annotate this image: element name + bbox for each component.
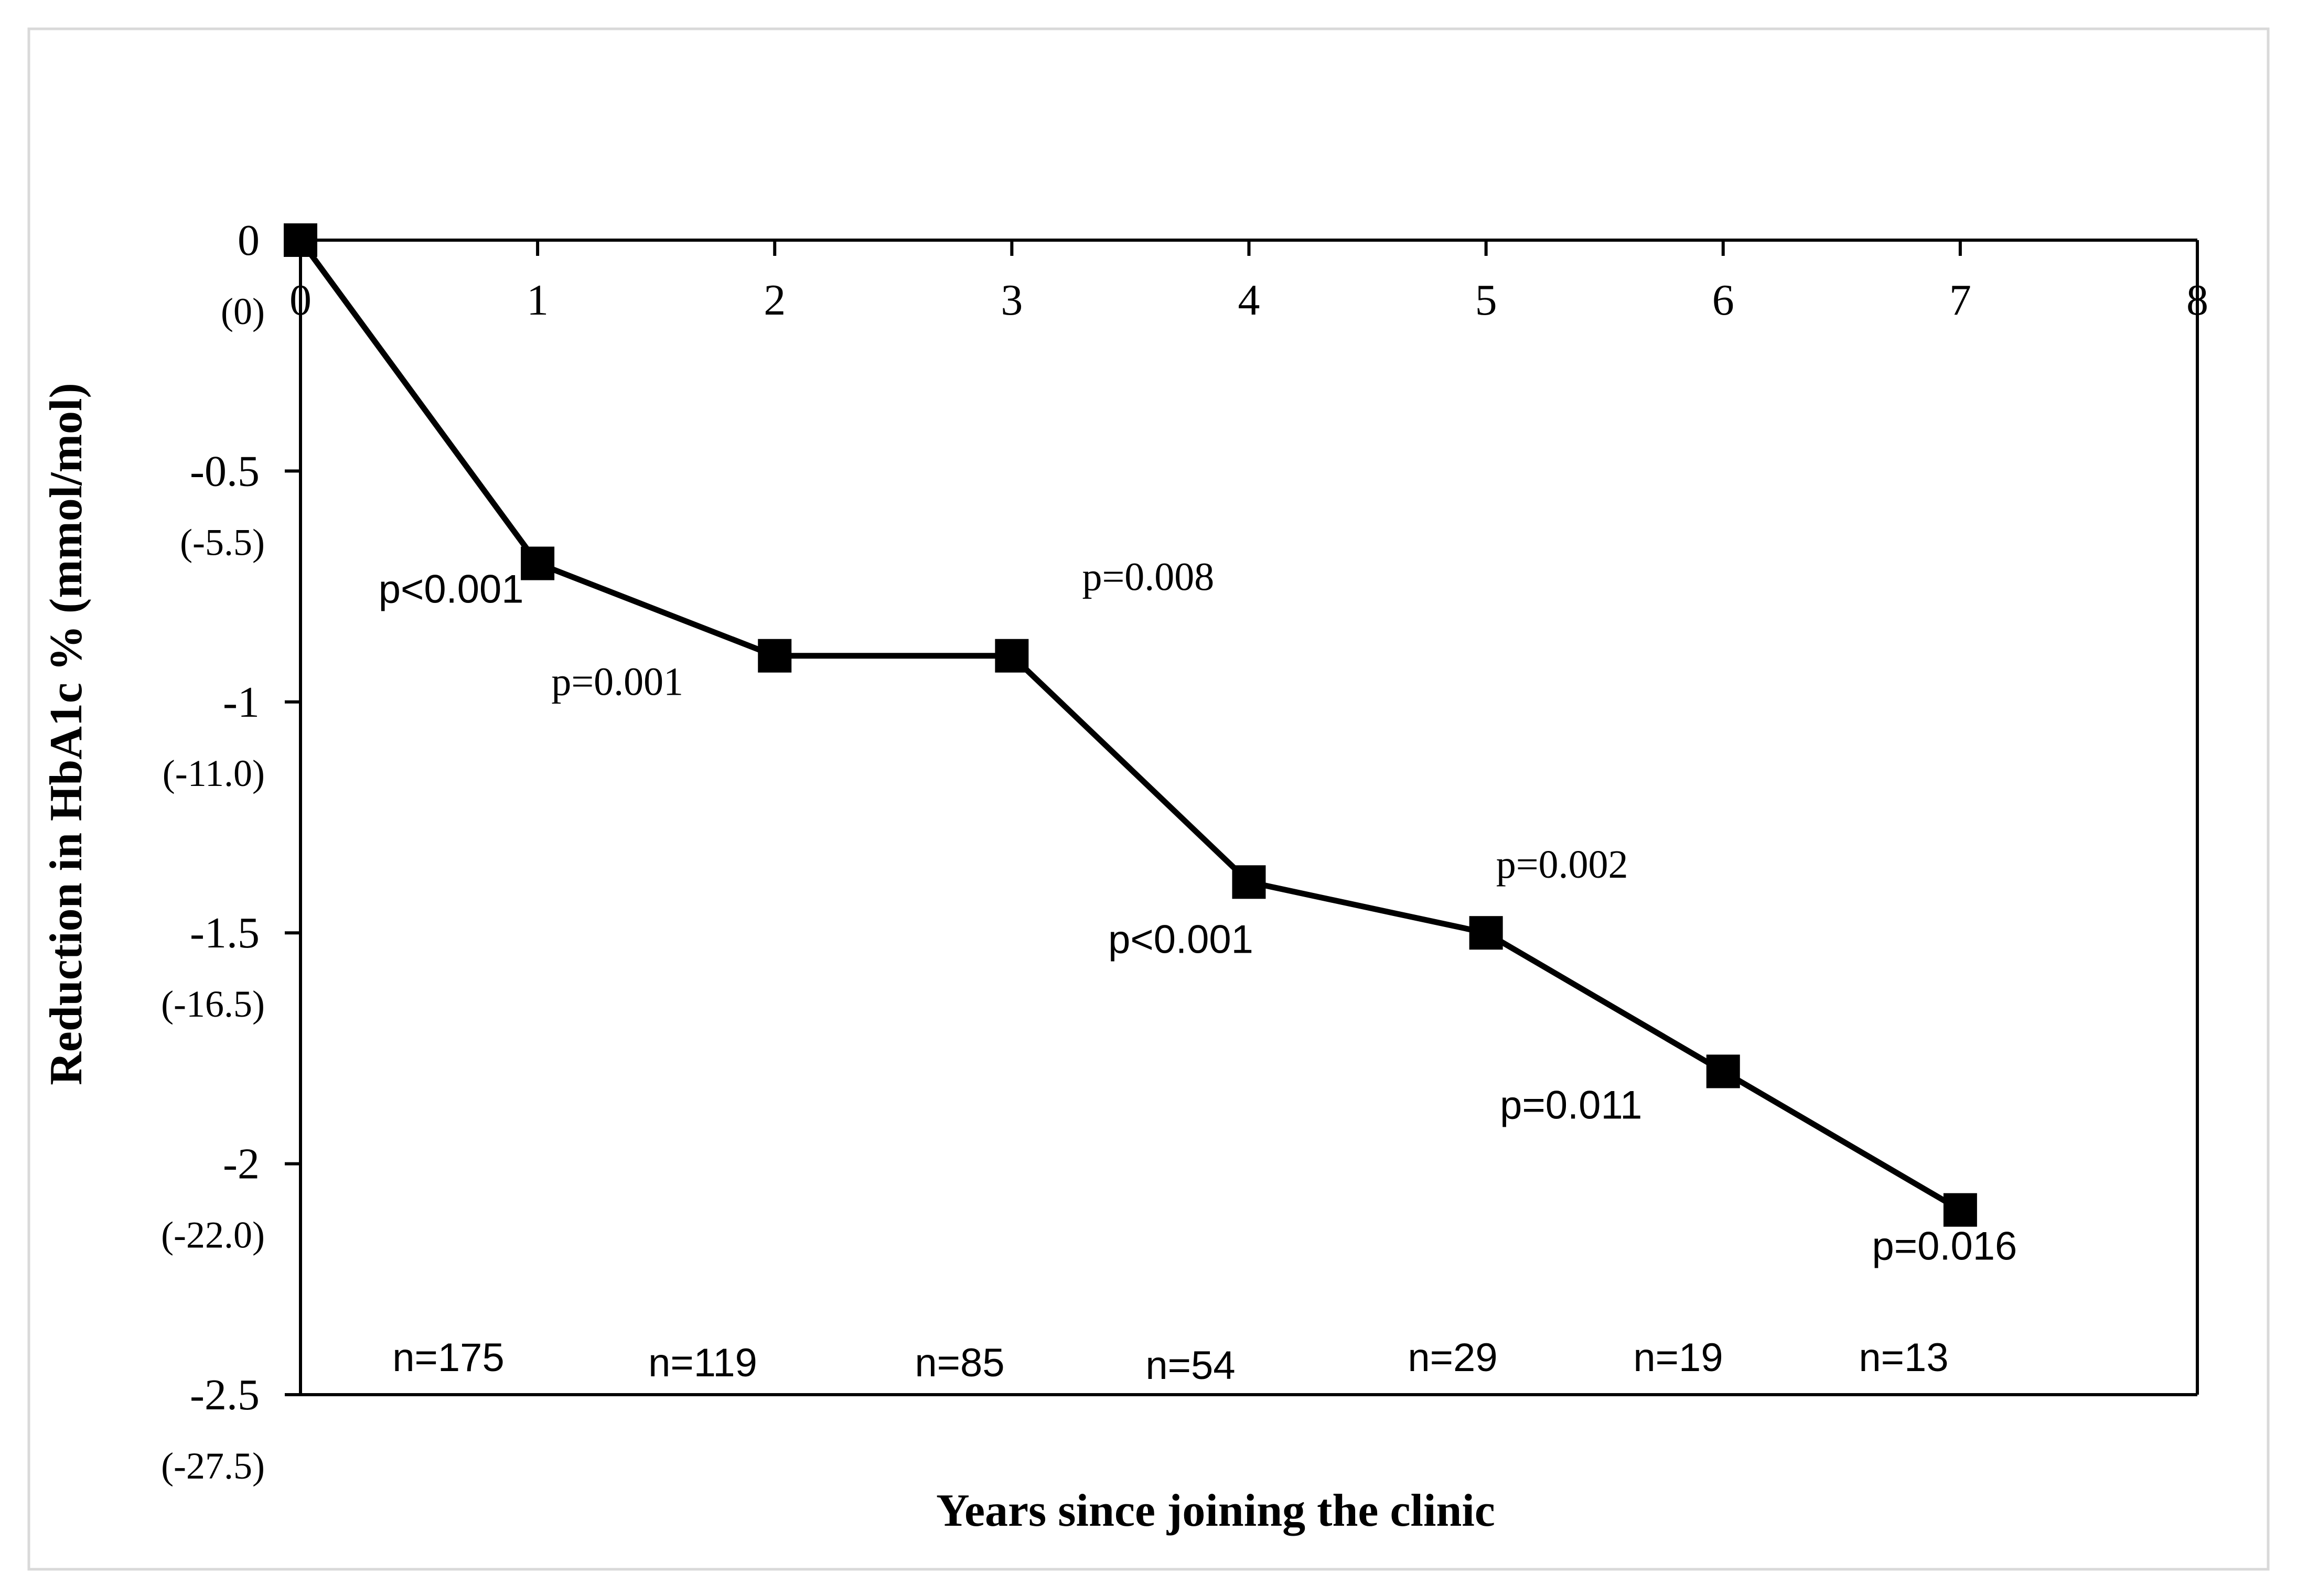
sample-size-label: n=175 bbox=[392, 1335, 504, 1380]
p-value-label: p=0.011 bbox=[1500, 1083, 1642, 1127]
y-tick-label: -0.5 bbox=[190, 447, 260, 495]
x-tick-label: 0 bbox=[289, 276, 312, 325]
p-value-label: p=0.016 bbox=[1872, 1224, 2017, 1269]
sample-size-label: n=29 bbox=[1408, 1335, 1497, 1380]
data-point-marker bbox=[995, 639, 1029, 673]
y-tick-label: -1.5 bbox=[190, 909, 260, 957]
y-tick-label: -1 bbox=[223, 678, 260, 727]
p-value-label: p=0.001 bbox=[551, 660, 683, 704]
y-tick-sublabel: (0) bbox=[221, 290, 265, 332]
data-point-marker bbox=[1706, 1054, 1740, 1088]
x-tick-label: 1 bbox=[527, 276, 549, 325]
y-tick-label: -2.5 bbox=[190, 1371, 260, 1419]
x-tick-label: 2 bbox=[764, 276, 786, 325]
sample-size-label: n=19 bbox=[1633, 1335, 1723, 1380]
x-tick-label: 5 bbox=[1475, 276, 1497, 325]
y-tick-sublabel: (-5.5) bbox=[180, 521, 265, 563]
y-tick-label: -2 bbox=[223, 1140, 260, 1189]
data-point-marker bbox=[521, 546, 555, 580]
x-tick-label: 7 bbox=[1949, 276, 1971, 325]
data-point-marker bbox=[1232, 865, 1266, 899]
data-point-marker bbox=[284, 223, 317, 257]
data-point-marker bbox=[1943, 1193, 1977, 1227]
y-axis-title: Reduction in HbA1c % (mmol/mol) bbox=[41, 383, 92, 1085]
p-value-label: p=0.008 bbox=[1082, 555, 1214, 599]
sample-size-label: n=119 bbox=[648, 1341, 757, 1385]
x-tick-label: 4 bbox=[1238, 276, 1260, 325]
x-tick-label: 3 bbox=[1001, 276, 1023, 325]
y-tick-sublabel: (-27.5) bbox=[161, 1445, 265, 1487]
y-tick-sublabel: (-22.0) bbox=[161, 1214, 265, 1256]
sample-size-label: n=54 bbox=[1145, 1343, 1235, 1388]
data-point-marker bbox=[758, 639, 792, 673]
y-tick-label: 0 bbox=[238, 216, 260, 265]
x-tick-label: 8 bbox=[2186, 276, 2208, 325]
data-point-marker bbox=[1469, 916, 1503, 950]
x-axis-title: Years since joining the clinic bbox=[936, 1485, 1495, 1536]
y-tick-sublabel: (-11.0) bbox=[163, 752, 265, 794]
y-tick-sublabel: (-16.5) bbox=[161, 983, 265, 1025]
sample-size-label: n=13 bbox=[1859, 1335, 1948, 1380]
p-value-label: p<0.001 bbox=[1108, 917, 1253, 962]
x-tick-label: 6 bbox=[1712, 276, 1734, 325]
chart-frame bbox=[27, 27, 2270, 1571]
series-line bbox=[298, 238, 1962, 1213]
p-value-label: p=0.002 bbox=[1496, 843, 1628, 887]
sample-size-label: n=85 bbox=[915, 1341, 1004, 1385]
p-value-label: p<0.001 bbox=[379, 567, 524, 612]
